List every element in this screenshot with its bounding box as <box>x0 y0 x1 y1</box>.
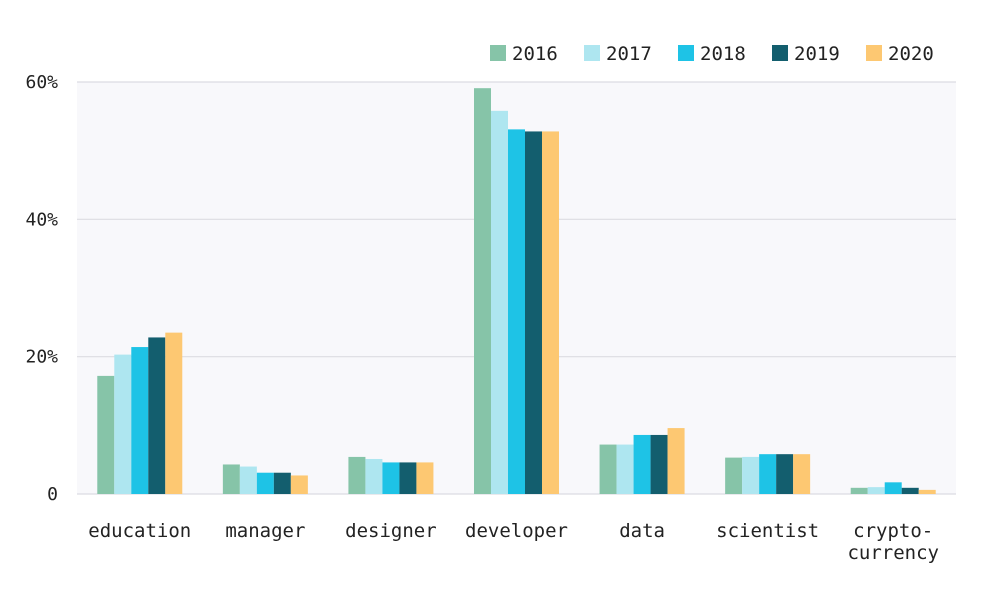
bar-2019-education <box>148 337 166 494</box>
x-axis: education manager designer developer data sci… <box>88 520 939 564</box>
bar-2016-data <box>599 444 617 494</box>
x-category-label-line: designer <box>345 520 437 542</box>
x-category-label-line: crypto- <box>853 520 933 542</box>
y-axis: 0 20% 40% 60% <box>25 72 58 505</box>
bar-2020-developer <box>542 131 559 494</box>
bar-2019-developer <box>525 131 542 494</box>
legend-label: 2018 <box>700 43 746 65</box>
bar-2020-manager <box>290 475 308 494</box>
x-category-label: developer <box>465 520 568 542</box>
x-category-label: education <box>88 520 191 542</box>
bar-2020-crypto-currency <box>918 489 936 494</box>
x-category-label: crypto-currency <box>847 520 939 564</box>
legend-label: 2016 <box>512 43 558 65</box>
bar-2019-scientist <box>776 454 794 494</box>
bar-2016-scientist <box>725 457 743 494</box>
y-tick-label: 0 <box>47 484 58 505</box>
x-category-label: data <box>619 520 665 542</box>
bar-2017-data <box>616 444 634 494</box>
x-category-label-line: developer <box>465 520 568 542</box>
x-category-label-line: currency <box>847 542 939 564</box>
bar-2019-crypto-currency <box>901 487 919 494</box>
legend-swatch-2018 <box>678 45 694 61</box>
legend-label: 2019 <box>794 43 840 65</box>
bar-2016-developer <box>474 88 491 495</box>
y-tick-label: 20% <box>25 347 58 368</box>
bar-2018-designer <box>382 462 400 494</box>
bar-2016-manager <box>222 464 240 494</box>
bar-2019-designer <box>399 462 417 494</box>
bars <box>97 88 936 495</box>
x-category-label: scientist <box>716 520 819 542</box>
bar-2017-scientist <box>742 456 760 494</box>
bar-2020-data <box>667 428 685 494</box>
y-tick-label: 40% <box>25 209 58 230</box>
y-tick-label: 60% <box>25 72 58 93</box>
legend-label: 2020 <box>888 43 934 65</box>
legend: 2016 2017 2018 2019 2020 <box>490 43 934 65</box>
bar-2016-education <box>97 375 115 494</box>
legend-swatch-2016 <box>490 45 506 61</box>
bar-2019-data <box>650 434 668 494</box>
x-category-label-line: data <box>619 520 665 542</box>
bar-2018-education <box>131 347 149 494</box>
x-category-label: designer <box>345 520 437 542</box>
bar-2018-crypto-currency <box>884 482 902 494</box>
bar-2016-crypto-currency <box>850 487 868 494</box>
x-category-label-line: manager <box>225 520 305 542</box>
bar-2018-manager <box>256 472 274 494</box>
legend-swatch-2017 <box>584 45 600 61</box>
x-category-label: manager <box>225 520 305 542</box>
bar-2018-data <box>633 434 651 494</box>
bar-2018-scientist <box>759 454 777 494</box>
legend-swatch-2020 <box>866 45 882 61</box>
bar-2019-manager <box>273 472 291 494</box>
bar-2020-designer <box>416 462 434 494</box>
legend-label: 2017 <box>606 43 652 65</box>
x-category-label-line: scientist <box>716 520 819 542</box>
x-category-label-line: education <box>88 520 191 542</box>
bar-2017-education <box>114 354 132 494</box>
bar-2018-developer <box>508 129 525 494</box>
bar-2020-education <box>165 332 183 494</box>
bar-2017-developer <box>491 110 508 494</box>
bar-2017-manager <box>239 466 257 494</box>
legend-swatch-2019 <box>772 45 788 61</box>
bar-2017-designer <box>365 458 383 494</box>
bar-2020-scientist <box>793 454 811 494</box>
bar-2016-designer <box>348 456 366 494</box>
bar-2017-crypto-currency <box>867 487 885 494</box>
